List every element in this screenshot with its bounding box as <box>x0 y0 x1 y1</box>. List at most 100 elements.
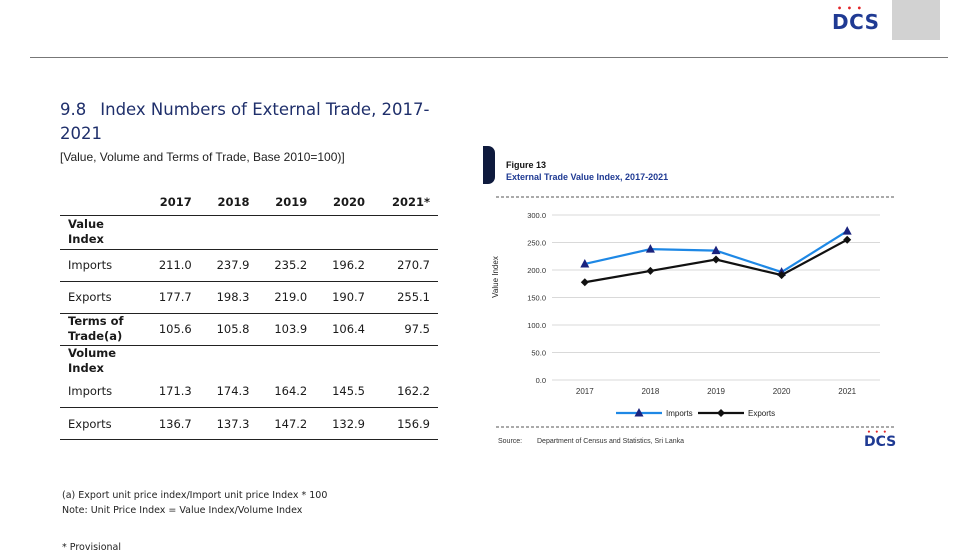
row-label: Exports <box>60 407 142 440</box>
table-cell <box>257 215 316 250</box>
column-header: 2020 <box>315 190 373 216</box>
table-cell <box>258 345 316 376</box>
table-row: Exports 177.7 198.3 219.0 190.7 255.1 <box>60 281 438 314</box>
table-cell <box>200 345 258 376</box>
table-cell: 97.5 <box>373 313 438 346</box>
y-tick-label: 0.0 <box>536 376 546 385</box>
table-cell <box>315 345 373 376</box>
y-tick-label: 250.0 <box>527 239 546 248</box>
logo-dots: • • • <box>867 429 888 436</box>
column-header: 2018 <box>199 190 258 216</box>
figure-number: Figure 13 <box>506 160 547 170</box>
table-cell: 190.7 <box>315 281 373 314</box>
table-cell: 171.3 <box>142 375 200 408</box>
index-table: 2017 2018 2019 2020 2021* Value Index Im… <box>60 190 438 440</box>
dcs-logo-small: • • • DCS <box>864 429 896 450</box>
table-row: Exports 136.7 137.3 147.2 132.9 156.9 <box>60 407 438 440</box>
figure-tab <box>483 146 495 184</box>
x-tick-label: 2021 <box>838 387 856 396</box>
table-cell <box>373 215 438 250</box>
table-cell: 136.7 <box>142 407 200 440</box>
row-label: Exports <box>60 281 142 314</box>
table-cell: 174.3 <box>199 375 258 408</box>
table-corner <box>60 190 142 216</box>
series-imports <box>580 226 852 276</box>
table-cell: 147.2 <box>257 407 316 440</box>
chart-title: External Trade Value Index, 2017-2021 <box>506 172 669 182</box>
chart-grid <box>552 214 880 381</box>
legend-marker <box>717 409 725 417</box>
table-cell: 162.2 <box>373 375 438 408</box>
y-tick-label: 100.0 <box>527 321 546 330</box>
table-cell: 105.6 <box>142 313 200 346</box>
data-point <box>646 266 655 275</box>
table-header-row: 2017 2018 2019 2020 2021* <box>60 190 438 216</box>
data-point <box>842 226 852 235</box>
row-label: Terms of Trade(a) <box>60 313 142 346</box>
table-cell: 156.9 <box>373 407 438 440</box>
data-point <box>711 245 721 255</box>
table-cell: 145.5 <box>315 375 373 408</box>
table-row: Volume Index <box>60 345 438 376</box>
y-tick-label: 50.0 <box>531 349 546 358</box>
table-cell: 211.0 <box>142 249 200 282</box>
table-cell: 132.9 <box>315 407 373 440</box>
corner-box <box>892 0 940 40</box>
table-cell: 164.2 <box>257 375 316 408</box>
table-cell <box>142 345 200 376</box>
data-point <box>843 235 852 244</box>
y-tick-label: 150.0 <box>527 294 546 303</box>
table-row: Imports 171.3 174.3 164.2 145.5 162.2 <box>60 375 438 408</box>
column-header: 2017 <box>142 190 200 216</box>
section-subtitle: [Value, Volume and Terms of Trade, Base … <box>60 150 345 164</box>
table-row: Value Index <box>60 215 438 250</box>
table-row: Imports 211.0 237.9 235.2 196.2 270.7 <box>60 249 438 282</box>
table-cell <box>142 215 200 250</box>
series-exports <box>580 235 852 287</box>
section-title: 9.8 Index Numbers of External Trade, 2017… <box>60 98 460 146</box>
x-axis-ticks: 2017 2018 2019 2020 2021 <box>576 387 857 396</box>
row-label: Value Index <box>60 215 142 250</box>
data-point <box>712 255 720 264</box>
table-cell: 198.3 <box>199 281 258 314</box>
x-tick-label: 2019 <box>707 387 725 396</box>
dcs-logo: • • • DCS <box>832 4 880 34</box>
table-cell <box>315 215 373 250</box>
table-cell: 235.2 <box>257 249 316 282</box>
column-header: 2021* <box>373 190 438 216</box>
note-terms-of-trade: (a) Export unit price index/Import unit … <box>62 490 328 501</box>
table-cell: 106.4 <box>315 313 373 346</box>
x-tick-label: 2018 <box>642 387 660 396</box>
legend-label: Exports <box>748 409 775 418</box>
logo-text: DCS <box>832 10 880 34</box>
source-label: Source: <box>498 438 522 445</box>
y-axis-ticks: 0.0 50.0 100.0 150.0 200.0 250.0 300.0 <box>527 211 546 385</box>
row-label: Imports <box>60 375 142 408</box>
table-cell: 196.2 <box>315 249 373 282</box>
section-title-text: Index Numbers of External Trade, 2017-20… <box>60 100 430 143</box>
y-tick-label: 300.0 <box>527 211 546 220</box>
data-point <box>645 244 655 253</box>
logo-dots: • • • <box>837 4 863 13</box>
table-row: Terms of Trade(a) 105.6 105.8 103.9 106.… <box>60 313 438 346</box>
y-axis-label: Value Index <box>491 256 500 298</box>
y-tick-label: 200.0 <box>527 266 546 275</box>
table-cell: 137.3 <box>199 407 258 440</box>
column-header: 2019 <box>257 190 316 216</box>
legend-label: Imports <box>666 409 693 418</box>
table-cell: 237.9 <box>199 249 258 282</box>
row-label: Volume Index <box>68 345 117 375</box>
data-point <box>580 258 590 268</box>
table-notes: (a) Export unit price index/Import unit … <box>62 488 327 518</box>
table-cell: 255.1 <box>373 281 438 314</box>
data-point <box>580 278 589 287</box>
x-tick-label: 2020 <box>773 387 791 396</box>
provisional-note: * Provisional <box>62 542 121 551</box>
table-cell: 177.7 <box>142 281 200 314</box>
x-tick-label: 2017 <box>576 387 594 396</box>
table-cell: 103.9 <box>257 313 316 346</box>
note-unit-price: Note: Unit Price Index = Value Index/Vol… <box>62 505 303 516</box>
section-number: 9.8 <box>60 100 87 119</box>
source-text: Department of Census and Statistics, Sri… <box>537 438 684 445</box>
